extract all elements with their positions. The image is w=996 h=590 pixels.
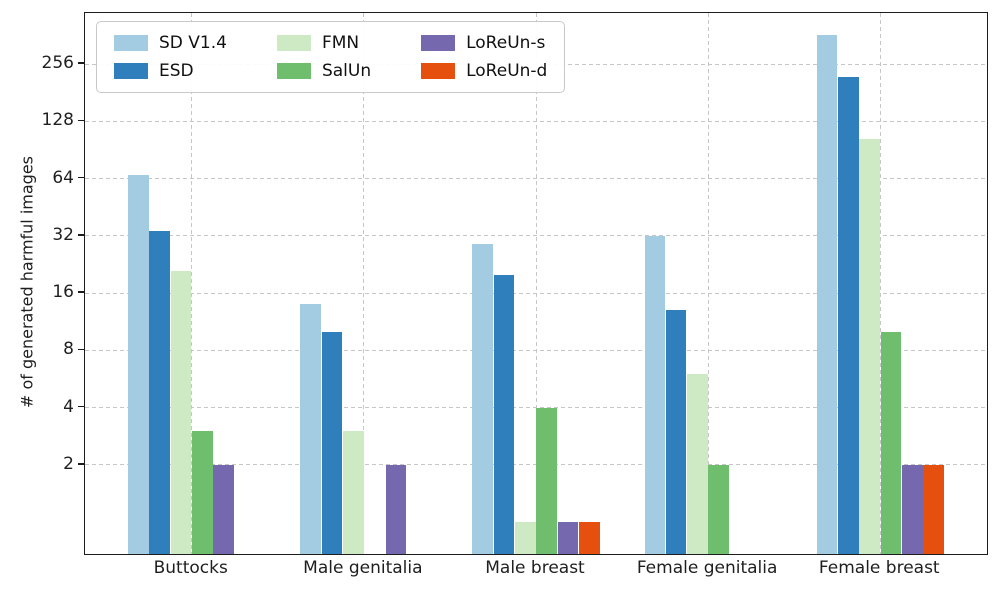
y-tick-label: 2	[63, 453, 74, 474]
y-tick-label: 256	[41, 53, 74, 74]
legend-item-fmn: FMN	[276, 33, 371, 53]
legend-color-swatch-icon	[114, 63, 148, 79]
bar-loreun-s-female-breast	[901, 464, 923, 554]
y-tick-mark	[78, 234, 84, 236]
legend-label: SD V1.4	[159, 33, 227, 53]
bar-loreun-d-female-breast	[923, 464, 944, 554]
bar-salun-male-breast	[536, 407, 557, 554]
bar-loreun-s-male-breast	[557, 522, 579, 554]
legend-item-esd: ESD	[114, 62, 227, 80]
y-tick-mark	[78, 291, 84, 293]
bar-sd-v1-4-buttocks	[128, 174, 149, 554]
y-tick-label: 64	[52, 167, 74, 188]
y-tick-label: 32	[52, 224, 74, 245]
legend-item-salun: SalUn	[276, 61, 372, 81]
bar-esd-buttocks	[149, 230, 171, 554]
y-tick-mark	[78, 119, 84, 122]
y-tick-mark	[78, 176, 84, 179]
legend-item-sd-v1-4: SD V1.4	[114, 34, 227, 52]
x-tick-label: Male breast	[485, 558, 585, 578]
y-tick-mark	[78, 348, 84, 351]
bar-loreun-s-buttocks	[213, 464, 234, 554]
bar-fmn-female-breast	[859, 138, 880, 554]
y-tick-label: 8	[63, 339, 74, 360]
x-tick-label: Male genitalia	[303, 558, 423, 578]
x-gridline-female-breast	[879, 13, 881, 554]
bar-salun-female-breast	[880, 332, 902, 554]
legend-label: ESD	[159, 61, 194, 81]
bar-esd-male-genitalia	[321, 332, 343, 554]
bar-sd-v1-4-male-breast	[472, 244, 494, 554]
bar-sd-v1-4-female-breast	[816, 34, 838, 554]
y-tick-mark	[78, 405, 84, 408]
bar-fmn-male-breast	[515, 522, 536, 554]
legend-color-swatch-icon	[421, 35, 456, 51]
legend-label: LoReUn-d	[466, 61, 548, 81]
legend-label: FMN	[321, 33, 360, 53]
bar-sd-v1-4-male-genitalia	[300, 304, 321, 554]
bar-loreun-d-male-breast	[578, 522, 600, 554]
y-tick-label: 16	[52, 282, 74, 303]
x-tick-label: Female breast	[818, 558, 940, 578]
legend-color-swatch-icon	[276, 35, 311, 51]
legend-label: LoReUn-s	[466, 33, 546, 53]
bar-sd-v1-4-female-genitalia	[644, 235, 666, 554]
bar-esd-female-breast	[838, 76, 859, 554]
y-tick-mark	[78, 463, 84, 465]
legend-item-loreun-d: LoReUn-d	[421, 62, 547, 80]
bar-esd-female-genitalia	[665, 310, 687, 554]
bar-loreun-s-male-genitalia	[385, 464, 407, 554]
legend-color-swatch-icon	[276, 63, 311, 79]
bars-layer	[85, 13, 987, 554]
legend-label: SalUn	[321, 61, 372, 81]
y-tick-label: 4	[63, 396, 74, 417]
legend-color-swatch-icon	[114, 35, 148, 51]
x-gridline-female-genitalia	[707, 13, 709, 554]
plot-area: SD V1.4 ESD FMN SalUn LoReUn-s LoReUn-d	[84, 12, 988, 555]
bar-salun-female-genitalia	[708, 464, 730, 554]
legend-item-loreun-s: LoReUn-s	[421, 34, 547, 52]
bar-fmn-female-genitalia	[687, 374, 708, 554]
y-tick-mark	[78, 62, 84, 64]
bar-esd-male-breast	[493, 274, 515, 554]
bar-salun-buttocks	[192, 431, 213, 554]
bar-fmn-male-genitalia	[342, 431, 364, 554]
legend-color-swatch-icon	[421, 63, 456, 79]
x-tick-label: Female genitalia	[636, 558, 778, 578]
x-gridline-male-breast	[535, 13, 537, 554]
x-tick-label: Buttocks	[153, 558, 228, 578]
x-gridline-male-genitalia	[363, 13, 365, 554]
x-gridline-buttocks	[191, 13, 193, 554]
bar-fmn-buttocks	[170, 270, 192, 554]
y-tick-label: 128	[41, 110, 74, 131]
legend: SD V1.4 ESD FMN SalUn LoReUn-s LoReUn-d	[96, 21, 566, 93]
